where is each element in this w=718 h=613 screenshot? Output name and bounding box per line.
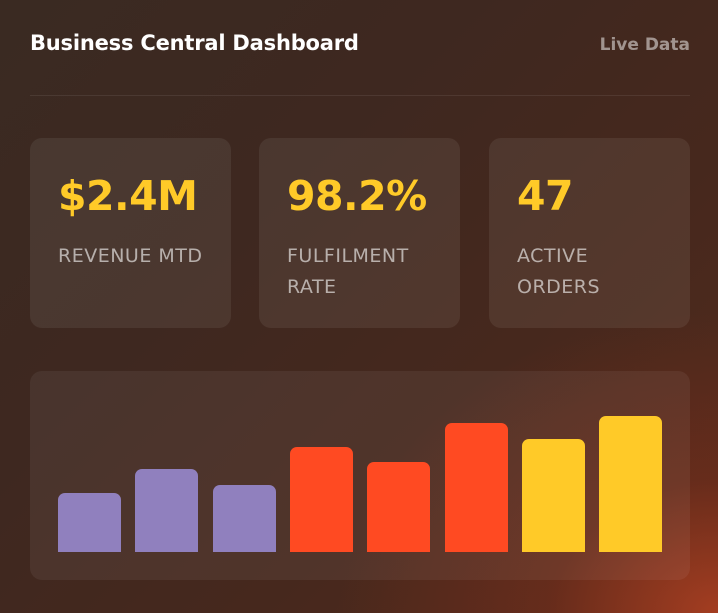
live-data-status: Live Data bbox=[599, 35, 690, 55]
revenue-value: $2.4M bbox=[58, 172, 198, 220]
revenue-label: REVENUE MTD bbox=[58, 245, 203, 267]
chart-bar-2 bbox=[135, 469, 198, 552]
chart-bar-5 bbox=[367, 462, 430, 552]
page-title: Business Central Dashboard bbox=[30, 31, 359, 55]
orders-card: 47 ACTIVE ORDERS bbox=[489, 138, 690, 328]
bar-chart bbox=[30, 371, 690, 580]
metric-cards: $2.4M REVENUE MTD 98.2% FULFILMENT RATE … bbox=[30, 138, 690, 328]
orders-label: ACTIVE ORDERS bbox=[517, 245, 601, 298]
orders-value: 47 bbox=[517, 172, 574, 220]
chart-bar-4 bbox=[290, 447, 353, 552]
chart-bar-6 bbox=[445, 423, 508, 552]
fulfilment-card: 98.2% FULFILMENT RATE bbox=[259, 138, 460, 328]
chart-bar-3 bbox=[213, 485, 276, 552]
chart-bar-8 bbox=[599, 416, 662, 552]
revenue-card: $2.4M REVENUE MTD bbox=[30, 138, 231, 328]
chart-bar-1 bbox=[58, 493, 121, 552]
fulfilment-value: 98.2% bbox=[287, 172, 427, 220]
dashboard-header: Business Central Dashboard Live Data bbox=[30, 0, 690, 96]
chart-bar-7 bbox=[522, 439, 585, 552]
fulfilment-label: FULFILMENT RATE bbox=[287, 245, 409, 298]
